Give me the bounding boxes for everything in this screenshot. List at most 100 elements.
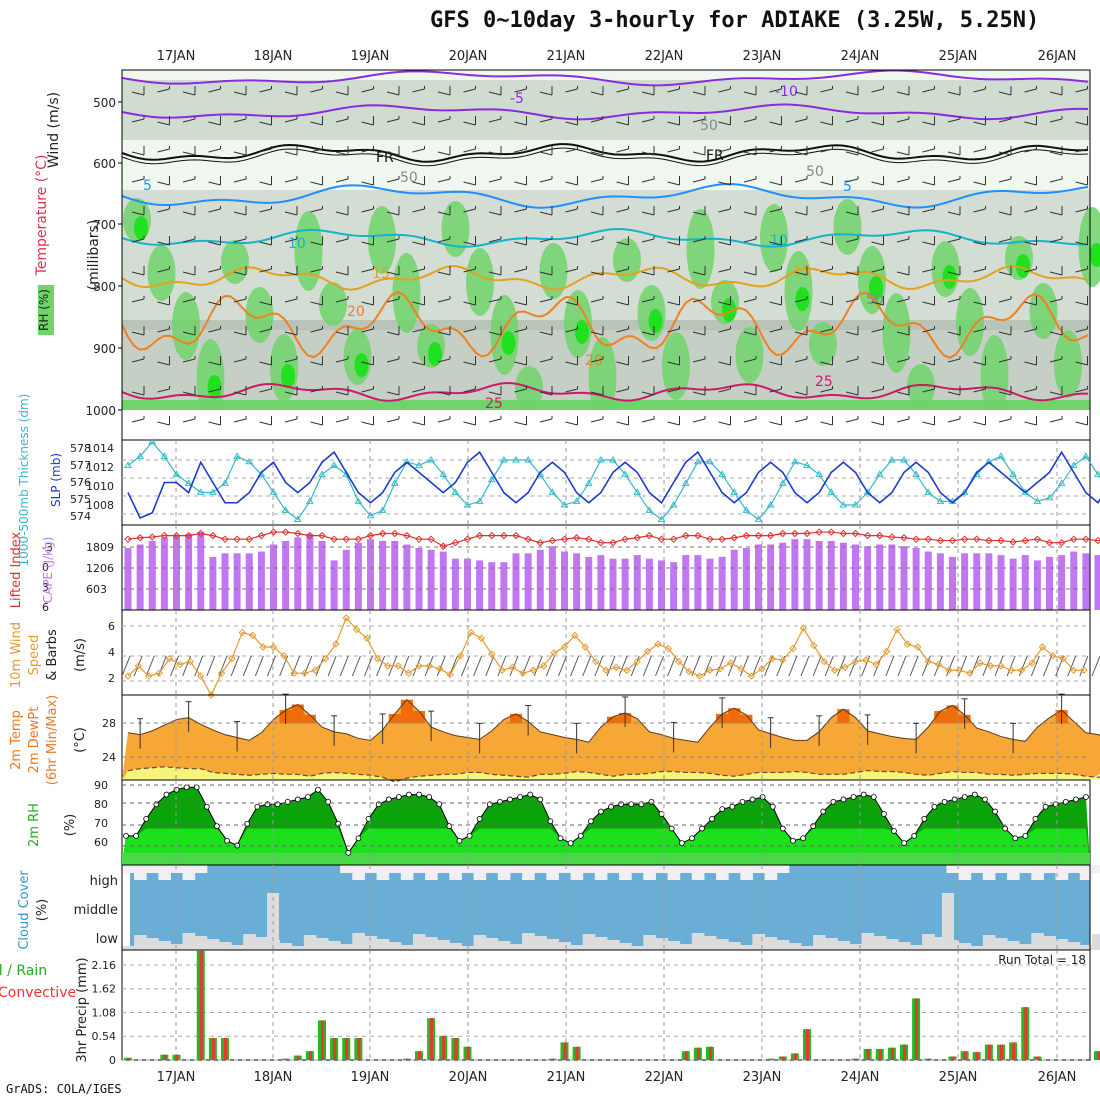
rh-point bbox=[901, 840, 908, 847]
wind-speed-point bbox=[384, 662, 392, 670]
wind10-unit-label: (m/s) bbox=[73, 638, 88, 672]
pressure-axis-label: (millibars) bbox=[86, 220, 102, 291]
cape-bar bbox=[718, 556, 726, 610]
lifted-index-point bbox=[403, 531, 411, 540]
temp-line bbox=[127, 699, 1100, 743]
thickness-point bbox=[439, 470, 448, 477]
cloud-high bbox=[194, 865, 208, 873]
wind-barb bbox=[514, 268, 527, 273]
wind-barb bbox=[157, 361, 170, 366]
wind-barb bbox=[182, 238, 196, 243]
wind-barb bbox=[463, 388, 476, 393]
wind-barb bbox=[794, 91, 808, 96]
cloud-low bbox=[352, 933, 365, 950]
lifted-index-point bbox=[257, 531, 266, 540]
wind-barb bbox=[463, 361, 476, 366]
thickness-tick: 577 bbox=[70, 459, 91, 472]
cape-bar bbox=[1009, 558, 1017, 610]
rh-green-blob bbox=[662, 332, 690, 400]
slp-tick: 1008 bbox=[86, 499, 114, 512]
wind-barb bbox=[590, 271, 604, 276]
cloud-unit-label: (%) bbox=[35, 899, 50, 922]
wind-barb bbox=[692, 238, 706, 243]
lifted-index-point bbox=[839, 529, 848, 538]
cloud-high bbox=[146, 865, 159, 873]
cloud-low bbox=[691, 933, 705, 950]
cape-bar bbox=[318, 540, 326, 610]
wind-barb bbox=[233, 211, 247, 216]
cloud-high bbox=[667, 865, 681, 880]
cape-bar bbox=[912, 548, 920, 610]
wind-barb bbox=[998, 178, 1012, 183]
wind-speed-point bbox=[768, 654, 776, 663]
wind-barb bbox=[1024, 328, 1037, 333]
wind-barb bbox=[514, 328, 527, 333]
lifted-index-point bbox=[391, 529, 399, 538]
cloud-middle bbox=[942, 893, 954, 950]
cloud-high bbox=[970, 865, 984, 873]
rh-green-blob bbox=[956, 288, 984, 356]
wind-barb bbox=[590, 298, 604, 303]
wind-barb bbox=[412, 121, 425, 126]
pressure-tick: 800 bbox=[93, 280, 116, 294]
lifted-index-point bbox=[233, 535, 241, 543]
bottom-date-label: 24JAN bbox=[841, 1070, 880, 1085]
wind-barb bbox=[641, 118, 655, 123]
bottom-date-label: 26JAN bbox=[1038, 1070, 1077, 1085]
lifted-index-point bbox=[209, 531, 217, 540]
temp-peak bbox=[291, 704, 304, 724]
thickness-point bbox=[839, 501, 848, 508]
wind-barb bbox=[284, 118, 298, 123]
wind-barb bbox=[618, 655, 628, 677]
rh-point bbox=[1002, 825, 1009, 832]
lifted-index-point bbox=[766, 531, 775, 540]
temp-peak bbox=[606, 716, 620, 724]
wind-barb bbox=[570, 655, 580, 677]
wind-barb bbox=[386, 271, 400, 276]
wind-barb bbox=[412, 655, 422, 677]
rh-green-blob bbox=[833, 199, 862, 255]
cloud-low bbox=[1079, 945, 1093, 950]
wind-barb bbox=[727, 655, 737, 677]
wind-barb bbox=[769, 241, 782, 246]
wind-barb bbox=[667, 241, 680, 246]
wind-barb bbox=[412, 181, 425, 186]
rh-point bbox=[456, 837, 463, 844]
cape-bar bbox=[973, 553, 981, 610]
slp-tick: 1012 bbox=[86, 461, 114, 474]
rh-green-blob bbox=[1054, 330, 1082, 398]
wind-barb bbox=[157, 268, 170, 273]
wind-barb bbox=[998, 358, 1012, 363]
wind-barb bbox=[641, 418, 655, 423]
wind-barb bbox=[208, 241, 221, 246]
rh-point bbox=[931, 803, 938, 810]
wind-barb bbox=[667, 268, 680, 273]
temp-contour-m10 bbox=[121, 69, 1089, 87]
wind-tick: 6 bbox=[108, 620, 115, 633]
cloud-low bbox=[570, 945, 584, 950]
precip-convective-bar bbox=[175, 1054, 179, 1060]
wind-barb bbox=[361, 208, 374, 213]
rh-point bbox=[699, 825, 705, 832]
wind-barb bbox=[922, 361, 935, 366]
cloud-low bbox=[279, 943, 293, 950]
cloud-low bbox=[813, 935, 826, 950]
cloud-low bbox=[837, 941, 850, 950]
wind-barb bbox=[533, 655, 543, 677]
lifted-index-point bbox=[633, 534, 641, 542]
li-tick: 0 bbox=[42, 561, 49, 574]
rh-point bbox=[668, 825, 675, 832]
cloud-low bbox=[388, 942, 402, 950]
rh-point bbox=[678, 840, 685, 847]
thickness-point bbox=[645, 506, 654, 513]
cloud-low bbox=[291, 946, 305, 950]
wind-barb bbox=[973, 181, 986, 186]
cloud-low bbox=[873, 936, 887, 950]
cloud-high bbox=[570, 865, 584, 880]
lifted-index-point bbox=[803, 529, 811, 538]
cloud-low bbox=[497, 941, 511, 950]
wind-barb bbox=[436, 655, 446, 677]
wind-barb bbox=[667, 121, 680, 126]
wind-barb bbox=[157, 301, 170, 306]
thickness-point bbox=[693, 457, 702, 465]
